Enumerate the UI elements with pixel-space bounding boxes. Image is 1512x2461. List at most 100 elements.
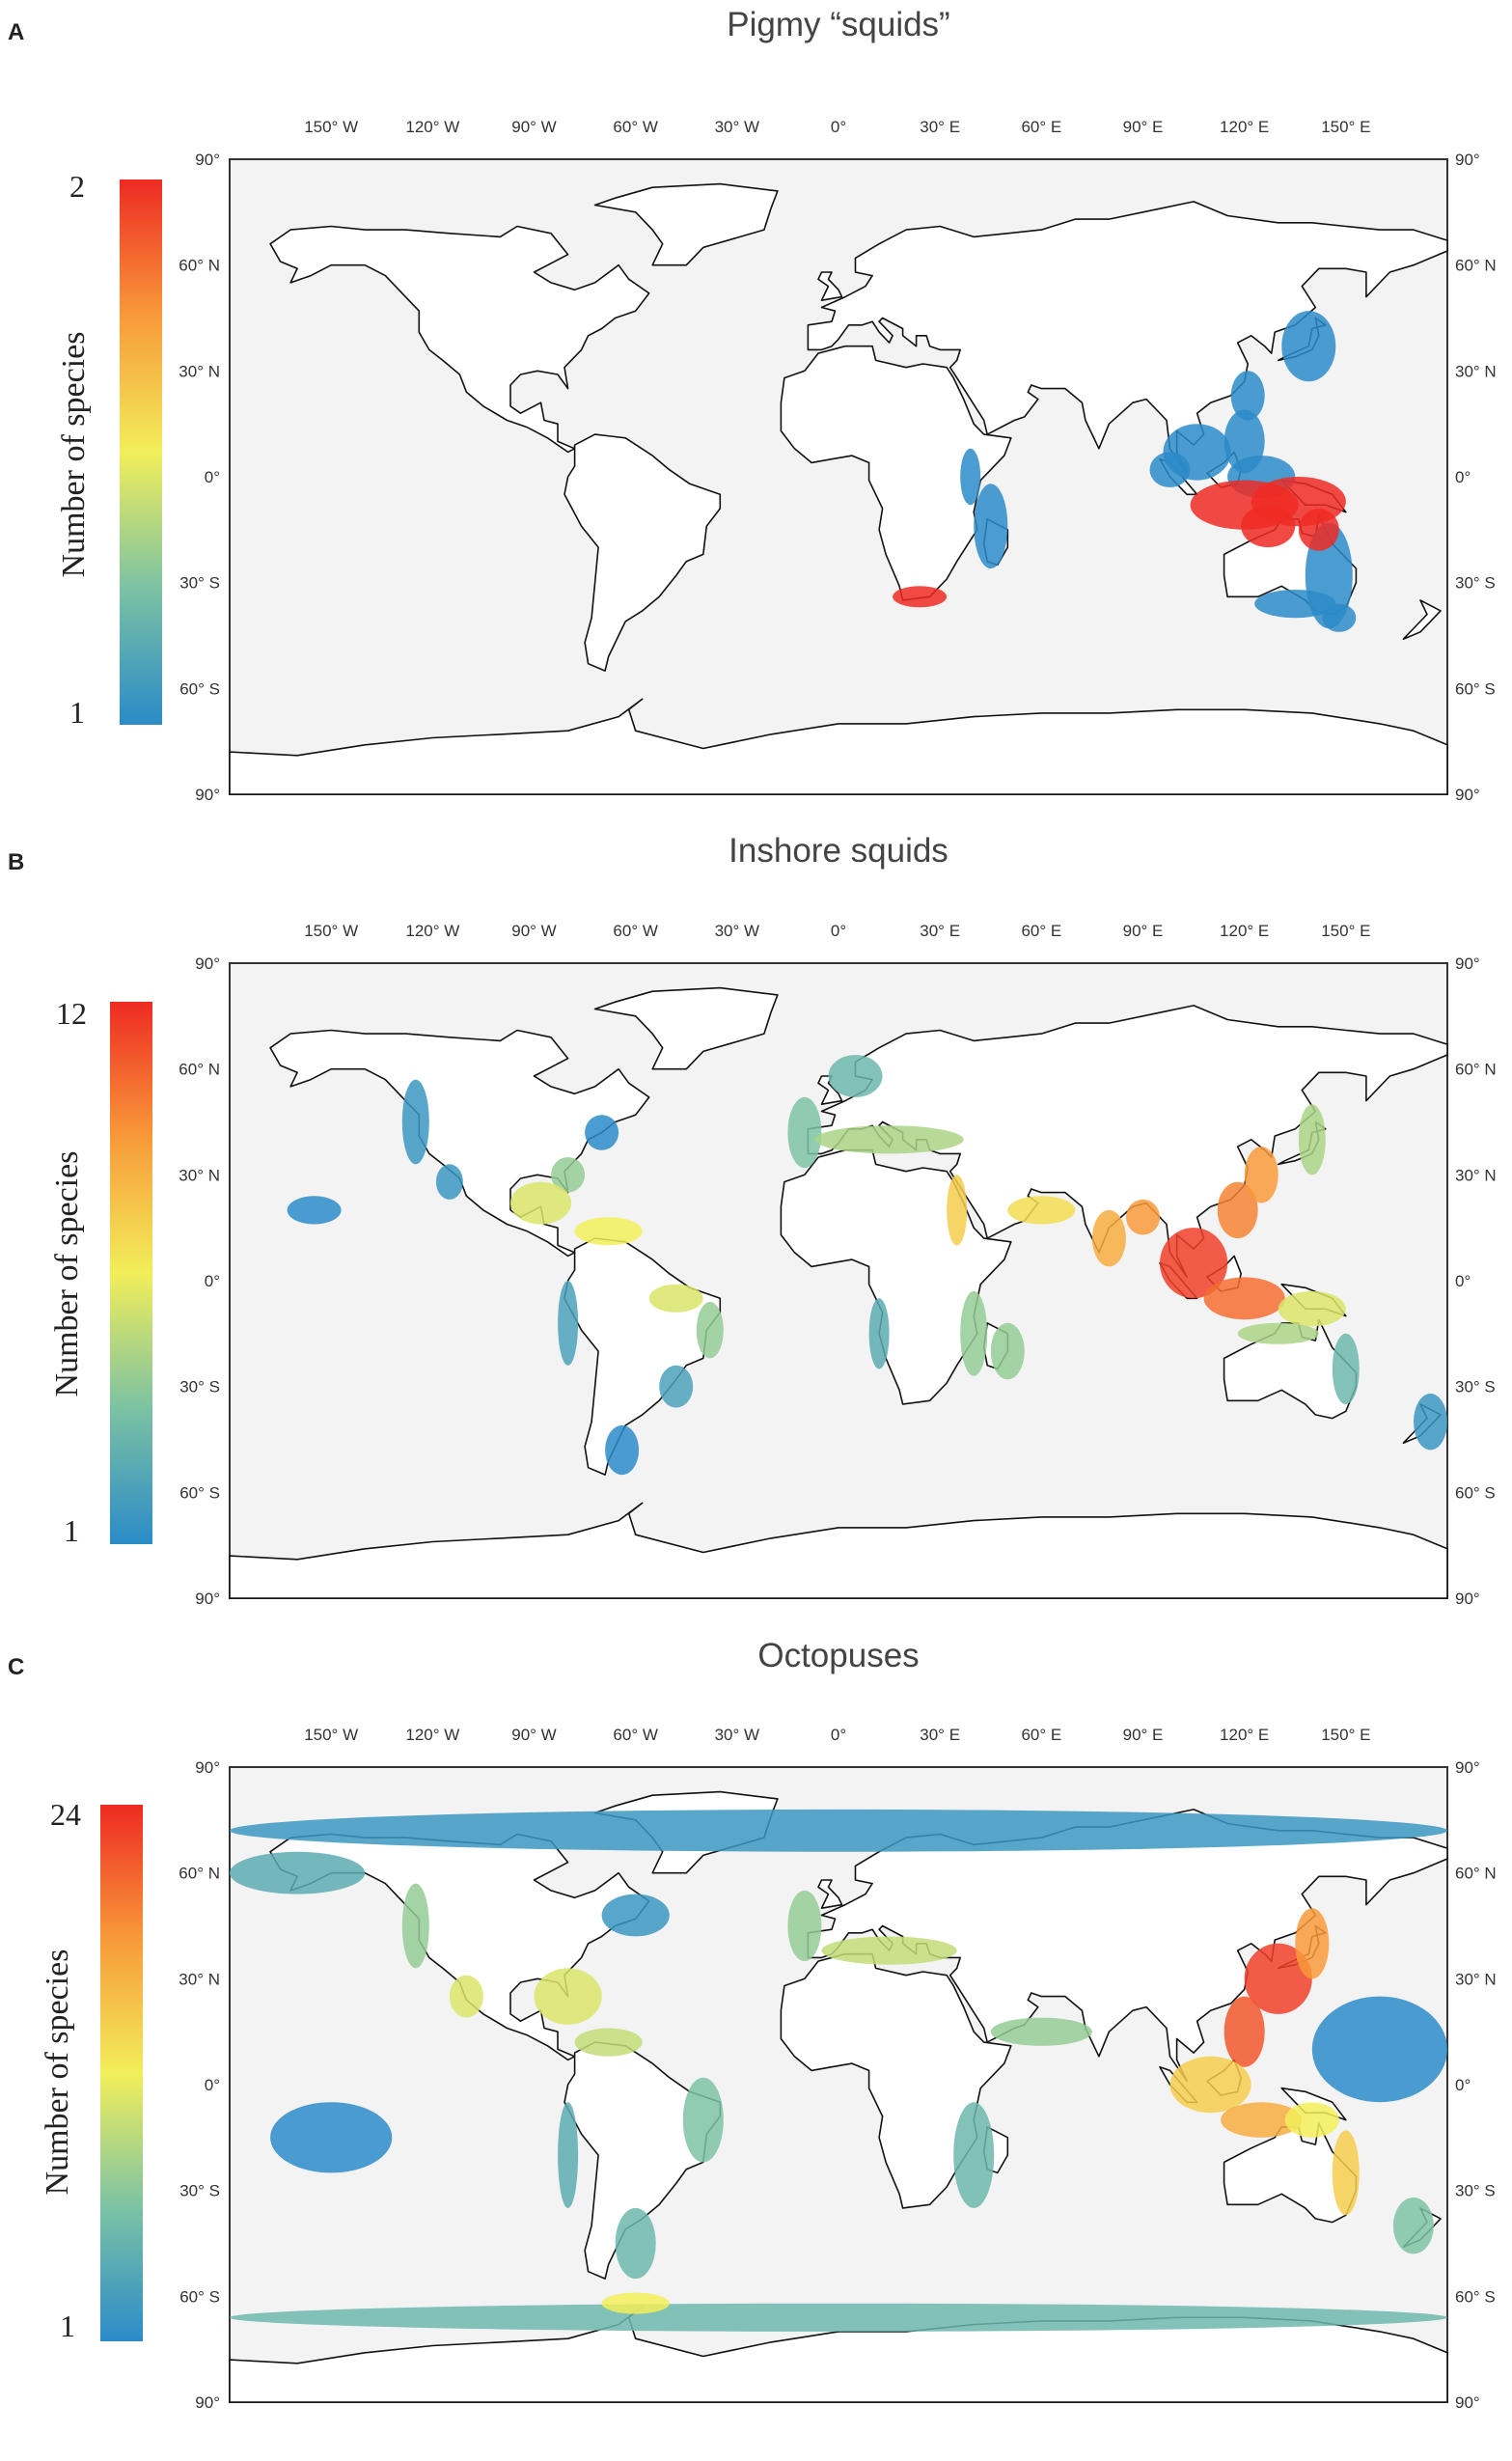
lon-tick-label: 0°	[831, 1726, 846, 1744]
lat-tick-label-right: 60° N	[1455, 1865, 1497, 1883]
landmasses	[229, 986, 1448, 1599]
richness-region-3	[449, 1975, 483, 2018]
richness-region-17	[1223, 1996, 1265, 2067]
lon-tick-label: 30° E	[920, 922, 960, 940]
panel-inshore-squids: B Inshore squids 12 1 Number of species …	[0, 807, 1512, 1608]
richness-region-19	[1091, 1209, 1126, 1267]
richness-region-29	[1414, 1394, 1447, 1451]
lat-tick-label-right: 0°	[1455, 2076, 1471, 2094]
lat-tick-label-left: 30° S	[179, 1378, 220, 1396]
richness-region-24	[230, 2303, 1447, 2332]
panel-pigmy-squids: A Pigmy “squids” 2 1 Number of species 1…	[0, 0, 1512, 801]
lat-tick-label-right: 30° S	[1455, 2182, 1496, 2200]
lon-tick-label: 120° W	[405, 1726, 459, 1744]
richness-region-16	[1295, 1908, 1330, 1979]
lon-tick-label: 150° W	[304, 1726, 358, 1744]
richness-region-22	[1392, 2198, 1434, 2254]
lat-tick-label-left: 0°	[205, 2076, 220, 2094]
lon-tick-label: 90° W	[511, 118, 556, 136]
richness-region-7	[682, 2077, 724, 2163]
panel-letter: C	[8, 1654, 25, 1680]
richness-region-4	[601, 1894, 670, 1937]
richness-region-4	[551, 1157, 586, 1193]
lat-tick-label-right: 60° S	[1455, 1483, 1496, 1502]
lat-tick-label-left: 0°	[205, 1272, 220, 1290]
richness-region-0	[1281, 311, 1336, 382]
lon-tick-label: 60° W	[613, 922, 657, 940]
lat-tick-label-right: 30° N	[1455, 1970, 1497, 1988]
panel-title: Octopuses	[757, 1637, 920, 1674]
richness-region-0	[230, 1809, 1447, 1852]
lat-tick-label-left: 30° S	[179, 2182, 220, 2200]
land-africa	[780, 345, 1012, 601]
richness-region-21	[1160, 1228, 1228, 1299]
lat-tick-label-left: 90°	[195, 1758, 220, 1777]
lat-tick-label-left: 60° S	[179, 2287, 220, 2306]
panel-letter: A	[8, 19, 25, 45]
lat-tick-label-right: 30° S	[1455, 1378, 1496, 1396]
richness-region-11	[787, 1890, 822, 1962]
richness-region-12	[821, 1936, 957, 1965]
richness-region-11	[893, 586, 948, 608]
lon-tick-label: 150° E	[1321, 922, 1370, 940]
richness-region-10	[960, 448, 981, 506]
lon-tick-label: 150° E	[1321, 118, 1370, 136]
richness-region-11	[605, 1424, 640, 1476]
lat-tick-label-left: 60° N	[179, 1061, 220, 1079]
lon-tick-label: 30° W	[715, 922, 759, 940]
richness-region-17	[960, 1290, 988, 1376]
colorbar-max-label: 2	[69, 169, 85, 204]
richness-region-10	[270, 2102, 393, 2173]
lon-tick-label: 0°	[831, 922, 846, 940]
richness-region-20	[1332, 2130, 1360, 2216]
richness-region-13	[953, 2102, 995, 2208]
richness-region-2	[401, 1883, 429, 1969]
species-richness-layer	[230, 1809, 1447, 2332]
richness-region-9	[659, 1365, 694, 1408]
colorbar-min-label: 1	[64, 1513, 79, 1548]
colorbar	[110, 1002, 152, 1544]
colorbar-max-label: 12	[56, 996, 87, 1031]
lon-tick-label: 60° W	[613, 1726, 657, 1744]
land-antarctica	[229, 2306, 1448, 2403]
richness-region-8	[1322, 603, 1357, 632]
land-antarctica	[229, 698, 1448, 795]
richness-region-24	[1298, 1104, 1326, 1175]
richness-region-26	[1278, 1290, 1346, 1327]
lon-tick-label: 120° E	[1220, 1726, 1269, 1744]
land-uk	[817, 1879, 843, 1910]
richness-region-3	[585, 1115, 619, 1150]
lat-tick-label-right: 60° S	[1455, 2287, 1496, 2306]
lat-tick-label-left: 60° S	[179, 679, 220, 698]
richness-region-1	[230, 1851, 366, 1894]
richness-region-2	[287, 1196, 342, 1225]
richness-region-14	[828, 1055, 883, 1097]
richness-region-27	[1332, 1333, 1360, 1404]
richness-region-8	[615, 2207, 656, 2280]
lat-tick-label-right: 30° S	[1455, 574, 1496, 593]
colorbar	[100, 1805, 143, 2341]
richness-region-12	[787, 1096, 822, 1169]
richness-region-19	[1221, 2102, 1303, 2138]
lat-tick-label-right: 90°	[1455, 1758, 1480, 1777]
richness-region-8	[696, 1302, 724, 1359]
richness-region-1	[435, 1164, 463, 1200]
lat-tick-label-left: 30° N	[179, 362, 220, 380]
lat-tick-label-right: 30° N	[1455, 362, 1497, 380]
lon-tick-label: 30° E	[920, 118, 960, 136]
richness-region-7	[648, 1284, 703, 1313]
panel-title: Pigmy “squids”	[727, 6, 950, 43]
lon-tick-label: 90° E	[1123, 118, 1164, 136]
lon-tick-label: 120° W	[405, 922, 459, 940]
lat-tick-label-left: 90°	[195, 954, 220, 973]
lon-tick-label: 120° W	[405, 118, 459, 136]
species-richness-layer	[287, 1055, 1447, 1476]
lon-tick-label: 60° E	[1021, 922, 1061, 940]
lat-tick-label-right: 60° S	[1455, 679, 1496, 698]
richness-region-4	[1149, 452, 1191, 488]
richness-region-20	[1126, 1199, 1160, 1235]
richness-region-23	[1311, 1996, 1447, 2103]
lat-tick-label-right: 0°	[1455, 1272, 1471, 1290]
lon-tick-label: 150° E	[1321, 1726, 1370, 1744]
lat-tick-label-left: 60° S	[179, 1483, 220, 1502]
